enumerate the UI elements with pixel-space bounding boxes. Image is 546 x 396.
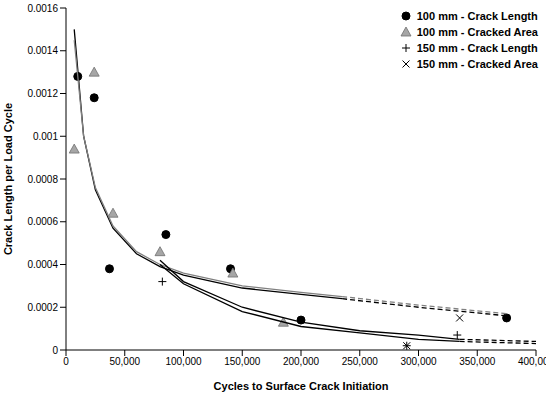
svg-text:0.0002: 0.0002 xyxy=(27,302,58,313)
svg-text:200,000: 200,000 xyxy=(283,356,320,367)
html-text:100 mm - Crack Length: 100 mm - Crack Length xyxy=(416,10,538,22)
svg-text:0.0004: 0.0004 xyxy=(27,259,58,270)
svg-text:0.0014: 0.0014 xyxy=(27,45,58,56)
svg-text:0: 0 xyxy=(63,356,69,367)
svg-text:0.0012: 0.0012 xyxy=(27,88,58,99)
html-text:150 mm - Cracked Area: 150 mm - Cracked Area xyxy=(416,58,538,70)
svg-text:250,000: 250,000 xyxy=(342,356,379,367)
svg-text:Crack Length per Load Cycle: Crack Length per Load Cycle xyxy=(8,103,14,255)
svg-text:0.0008: 0.0008 xyxy=(27,174,58,185)
svg-text:400,000: 400,000 xyxy=(518,356,538,367)
svg-text:150,000: 150,000 xyxy=(224,356,261,367)
html-text:100 mm - Cracked Area: 100 mm - Cracked Area xyxy=(416,26,538,38)
svg-text:50,000: 50,000 xyxy=(109,356,140,367)
svg-text:0.001: 0.001 xyxy=(33,131,58,142)
svg-text:350,000: 350,000 xyxy=(459,356,496,367)
svg-text:0.0006: 0.0006 xyxy=(27,216,58,227)
html-text:150 mm - Crack Length: 150 mm - Crack Length xyxy=(416,42,538,54)
svg-text:Cycles to Surface Crack Initia: Cycles to Surface Crack Initiation xyxy=(214,380,389,392)
svg-text:0.0016: 0.0016 xyxy=(27,3,58,14)
svg-text:0: 0 xyxy=(52,345,58,356)
svg-text:300,000: 300,000 xyxy=(400,356,437,367)
svg-text:100,000: 100,000 xyxy=(165,356,202,367)
